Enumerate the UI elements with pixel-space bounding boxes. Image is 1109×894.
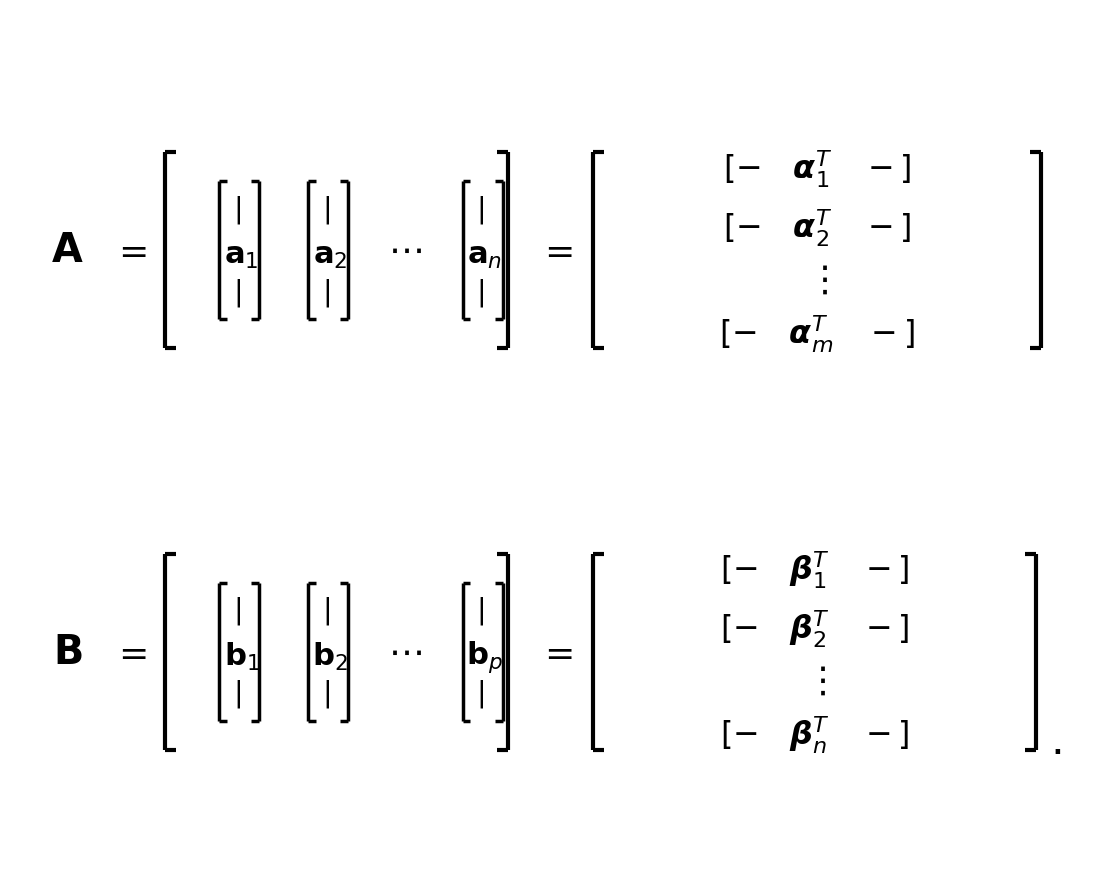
Text: $|$: $|$ [322,193,329,225]
Text: $[-\quad \boldsymbol{\beta}_{2}^{T}\quad -]$: $[-\quad \boldsymbol{\beta}_{2}^{T}\quad… [720,608,909,649]
Text: $\vdots$: $\vdots$ [806,264,828,298]
Text: $\mathbf{b}$$_{1}$: $\mathbf{b}$$_{1}$ [224,640,260,672]
Text: $[-\quad \boldsymbol{\alpha}_{1}^{T}\quad -]$: $[-\quad \boldsymbol{\alpha}_{1}^{T}\qua… [723,148,912,190]
Text: $|$: $|$ [477,193,485,225]
Text: $[-\quad \boldsymbol{\beta}_{1}^{T}\quad -]$: $[-\quad \boldsymbol{\beta}_{1}^{T}\quad… [720,549,909,590]
Text: $|$: $|$ [477,595,485,627]
Text: $\cdots$: $\cdots$ [388,234,423,268]
Text: $=$: $=$ [111,234,146,268]
Text: $|$: $|$ [322,276,329,308]
Text: $|$: $|$ [233,193,241,225]
Text: $[-\quad \boldsymbol{\alpha}_{m}^{T}\quad -]$: $[-\quad \boldsymbol{\alpha}_{m}^{T}\qua… [719,312,915,354]
Text: $[-\quad \boldsymbol{\alpha}_{2}^{T}\quad -]$: $[-\quad \boldsymbol{\alpha}_{2}^{T}\qua… [723,207,912,249]
Text: $.$: $.$ [1050,721,1061,762]
Text: $\mathbf{b}$$_{2}$: $\mathbf{b}$$_{2}$ [312,640,348,672]
Text: $|$: $|$ [233,678,241,710]
Text: $\cdots$: $\cdots$ [388,635,423,669]
Text: $\mathbf{A}$: $\mathbf{A}$ [51,232,84,270]
Text: $\mathbf{a}$$_{1}$: $\mathbf{a}$$_{1}$ [224,240,258,271]
Text: $\mathbf{b}$$_{p}$: $\mathbf{b}$$_{p}$ [467,638,503,674]
Text: $\mathbf{a}$$_{2}$: $\mathbf{a}$$_{2}$ [313,240,347,271]
Text: $|$: $|$ [233,595,241,627]
Text: $[-\quad \boldsymbol{\beta}_{n}^{T}\quad -]$: $[-\quad \boldsymbol{\beta}_{n}^{T}\quad… [720,713,909,755]
Text: $|$: $|$ [322,595,329,627]
Text: $|$: $|$ [477,276,485,308]
Text: $\mathbf{B}$: $\mathbf{B}$ [53,633,82,671]
Text: $|$: $|$ [233,276,241,308]
Text: $=$: $=$ [111,635,146,669]
Text: $|$: $|$ [477,678,485,710]
Text: $=$: $=$ [537,234,572,268]
Text: $=$: $=$ [537,635,572,669]
Text: $|$: $|$ [322,678,329,710]
Text: $\mathbf{a}$$_{n}$: $\mathbf{a}$$_{n}$ [467,240,502,271]
Text: $\vdots$: $\vdots$ [804,664,825,698]
